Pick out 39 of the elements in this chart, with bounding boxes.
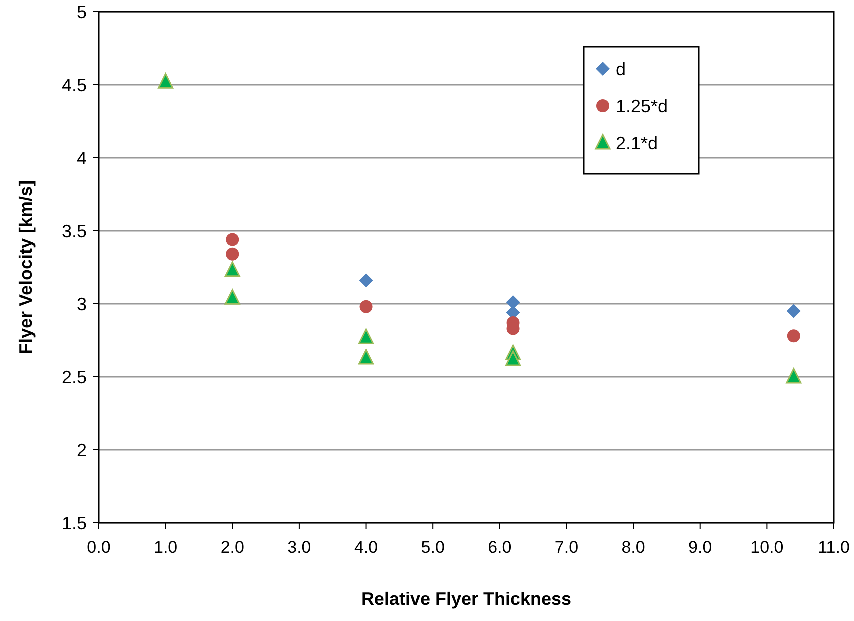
y-axis-title: Flyer Velocity [km/s] (16, 180, 36, 355)
point (358, 349, 374, 365)
point (359, 274, 374, 288)
point (787, 330, 800, 343)
legend-label: 1.25*d (616, 96, 668, 116)
x-tick-label: 11.0 (818, 538, 850, 557)
legend-label: d (616, 59, 626, 80)
y-tick-label: 3 (76, 294, 87, 314)
x-axis-title: Relative Flyer Thickness (361, 589, 572, 609)
point (786, 368, 802, 384)
point (506, 350, 522, 366)
point (226, 233, 240, 246)
x-tick-label: 10.0 (750, 538, 784, 557)
x-tick-label: 4.0 (354, 538, 378, 557)
point (360, 300, 373, 314)
y-tick-label: 4.5 (62, 75, 87, 96)
y-tick-label: 1.5 (62, 513, 87, 534)
point (786, 304, 801, 318)
y-tick-label: 2 (76, 440, 87, 460)
x-tick-label: 5.0 (421, 538, 445, 557)
x-tick-label: 9.0 (688, 538, 712, 557)
y-tick-label: 4 (76, 148, 87, 168)
point (158, 73, 174, 89)
legend-label: 2.1*d (616, 133, 658, 154)
y-tick-label: 2.5 (62, 367, 87, 388)
x-tick-label: 3.0 (288, 538, 312, 557)
x-tick-label: 8.0 (622, 538, 646, 557)
x-tick-label: 0.0 (87, 538, 111, 557)
point (358, 328, 374, 344)
x-tick-label: 1.0 (154, 538, 178, 557)
point (506, 296, 520, 310)
x-tick-label: 7.0 (554, 538, 579, 557)
x-tick-label: 2.0 (220, 538, 244, 557)
x-tick-label: 6.0 (488, 538, 512, 557)
y-tick-label: 5 (76, 2, 87, 22)
point (226, 248, 240, 261)
point (224, 262, 240, 278)
point (224, 289, 240, 305)
y-tick-label: 3.5 (62, 221, 87, 242)
